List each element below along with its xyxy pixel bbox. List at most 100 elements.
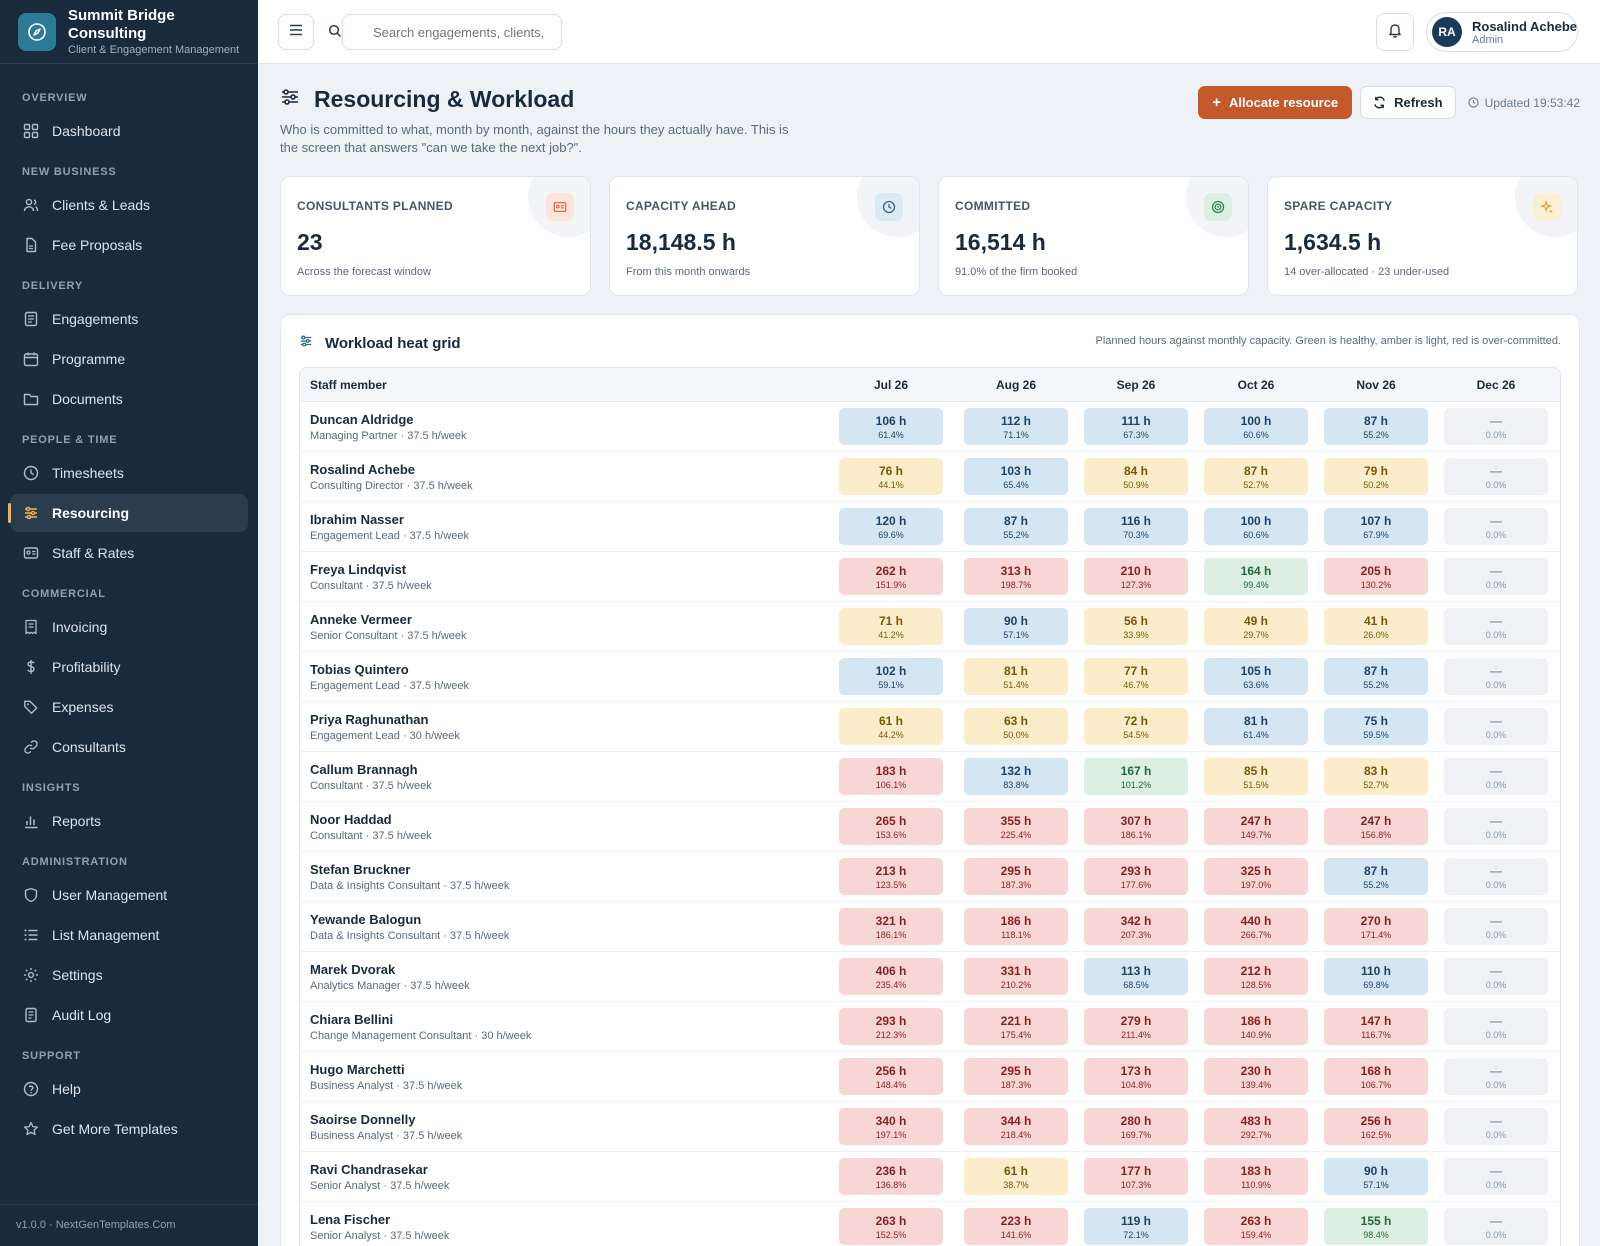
workload-cell[interactable]: 167 h 101.2% (1084, 758, 1188, 795)
sidebar-item-settings[interactable]: Settings (10, 956, 248, 994)
workload-cell[interactable]: 483 h 292.7% (1204, 1108, 1308, 1145)
workload-cell[interactable]: 87 h 55.2% (1324, 858, 1428, 895)
workload-cell[interactable]: 102 h 59.1% (839, 658, 943, 695)
table-row[interactable]: Rosalind Achebe Consulting Director · 37.… (300, 452, 1560, 502)
workload-cell[interactable]: 112 h 71.1% (964, 408, 1068, 445)
table-row[interactable]: Chiara Bellini Change Management Consulta… (300, 1002, 1560, 1052)
workload-cell[interactable]: 120 h 69.6% (839, 508, 943, 545)
workload-cell[interactable]: 90 h 57.1% (964, 608, 1068, 645)
workload-cell[interactable]: 221 h 175.4% (964, 1008, 1068, 1045)
workload-cell[interactable]: 71 h 41.2% (839, 608, 943, 645)
sidebar-item-engagements[interactable]: Engagements (10, 300, 248, 338)
table-row[interactable]: Yewande Balogun Data & Insights Consultan… (300, 902, 1560, 952)
table-row[interactable]: Duncan Aldridge Managing Partner · 37.5 h… (300, 402, 1560, 452)
workload-cell[interactable]: 61 h 38.7% (964, 1158, 1068, 1195)
workload-cell[interactable]: 173 h 104.8% (1084, 1058, 1188, 1095)
workload-cell[interactable]: —0.0% (1444, 758, 1548, 795)
workload-cell[interactable]: —0.0% (1444, 708, 1548, 745)
table-row[interactable]: Freya Lindqvist Consultant · 37.5 h/week 2… (300, 552, 1560, 602)
workload-cell[interactable]: 213 h 123.5% (839, 858, 943, 895)
sidebar-item-staff-rates[interactable]: Staff & Rates (10, 534, 248, 572)
workload-cell[interactable]: 230 h 139.4% (1204, 1058, 1308, 1095)
workload-cell[interactable]: 116 h 70.3% (1084, 508, 1188, 545)
workload-cell[interactable]: 223 h 141.6% (964, 1208, 1068, 1245)
workload-cell[interactable]: 100 h 60.6% (1204, 408, 1308, 445)
workload-cell[interactable]: —0.0% (1444, 1058, 1548, 1095)
table-row[interactable]: Noor Haddad Consultant · 37.5 h/week 265 h… (300, 802, 1560, 852)
workload-cell[interactable]: 84 h 50.9% (1084, 458, 1188, 495)
workload-cell[interactable]: 247 h 149.7% (1204, 808, 1308, 845)
workload-cell[interactable]: —0.0% (1444, 858, 1548, 895)
sidebar-item-user-management[interactable]: User Management (10, 876, 248, 914)
workload-cell[interactable]: —0.0% (1444, 508, 1548, 545)
workload-cell[interactable]: 90 h 57.1% (1324, 1158, 1428, 1195)
workload-cell[interactable]: 155 h 98.4% (1324, 1208, 1428, 1245)
workload-cell[interactable]: —0.0% (1444, 808, 1548, 845)
workload-cell[interactable]: 183 h 106.1% (839, 758, 943, 795)
workload-cell[interactable]: 87 h 55.2% (1324, 658, 1428, 695)
table-row[interactable]: Tobias Quintero Engagement Lead · 37.5 h/… (300, 652, 1560, 702)
workload-cell[interactable]: 103 h 65.4% (964, 458, 1068, 495)
workload-cell[interactable]: 56 h 33.9% (1084, 608, 1188, 645)
workload-cell[interactable]: 111 h 67.3% (1084, 408, 1188, 445)
workload-cell[interactable]: 331 h 210.2% (964, 958, 1068, 995)
workload-cell[interactable]: 406 h 235.4% (839, 958, 943, 995)
table-row[interactable]: Marek Dvorak Analytics Manager · 37.5 h/w… (300, 952, 1560, 1002)
workload-cell[interactable]: 177 h 107.3% (1084, 1158, 1188, 1195)
workload-cell[interactable]: —0.0% (1444, 408, 1548, 445)
workload-cell[interactable]: 49 h 29.7% (1204, 608, 1308, 645)
workload-cell[interactable]: 75 h 59.5% (1324, 708, 1428, 745)
table-row[interactable]: Ibrahim Nasser Engagement Lead · 37.5 h/w… (300, 502, 1560, 552)
workload-cell[interactable]: 262 h 151.9% (839, 558, 943, 595)
workload-cell[interactable]: 119 h 72.1% (1084, 1208, 1188, 1245)
workload-cell[interactable]: 79 h 50.2% (1324, 458, 1428, 495)
search-input[interactable] (343, 15, 543, 49)
brand[interactable]: Summit Bridge Consulting Client & Engage… (0, 0, 258, 64)
workload-cell[interactable]: —0.0% (1444, 958, 1548, 995)
sidebar-item-reports[interactable]: Reports (10, 802, 248, 840)
sidebar-item-dashboard[interactable]: Dashboard (10, 112, 248, 150)
workload-cell[interactable]: 76 h 44.1% (839, 458, 943, 495)
workload-cell[interactable]: —0.0% (1444, 1108, 1548, 1145)
table-row[interactable]: Hugo Marchetti Business Analyst · 37.5 h/… (300, 1052, 1560, 1102)
sidebar-item-documents[interactable]: Documents (10, 380, 248, 418)
workload-cell[interactable]: 440 h 266.7% (1204, 908, 1308, 945)
sidebar-item-help[interactable]: Help (10, 1070, 248, 1108)
workload-cell[interactable]: 81 h 61.4% (1204, 708, 1308, 745)
workload-cell[interactable]: 186 h 140.9% (1204, 1008, 1308, 1045)
workload-cell[interactable]: 325 h 197.0% (1204, 858, 1308, 895)
workload-cell[interactable]: 132 h 83.8% (964, 758, 1068, 795)
sidebar-item-fee-proposals[interactable]: Fee Proposals (10, 226, 248, 264)
workload-cell[interactable]: —0.0% (1444, 1158, 1548, 1195)
workload-cell[interactable]: 210 h 127.3% (1084, 558, 1188, 595)
workload-cell[interactable]: 256 h 148.4% (839, 1058, 943, 1095)
menu-toggle-button[interactable] (278, 14, 314, 50)
workload-cell[interactable]: 106 h 61.4% (839, 408, 943, 445)
user-menu[interactable]: RA Rosalind Achebe Admin (1426, 12, 1578, 52)
workload-cell[interactable]: 263 h 159.4% (1204, 1208, 1308, 1245)
workload-cell[interactable]: 212 h 128.5% (1204, 958, 1308, 995)
table-row[interactable]: Saoirse Donnelly Business Analyst · 37.5 … (300, 1102, 1560, 1152)
workload-cell[interactable]: 77 h 46.7% (1084, 658, 1188, 695)
allocate-resource-button[interactable]: + Allocate resource (1198, 86, 1353, 119)
table-row[interactable]: Priya Raghunathan Engagement Lead · 30 h/… (300, 702, 1560, 752)
workload-cell[interactable]: 63 h 50.0% (964, 708, 1068, 745)
sidebar-item-more-templates[interactable]: Get More Templates (10, 1110, 248, 1148)
workload-cell[interactable]: 87 h 55.2% (1324, 408, 1428, 445)
workload-cell[interactable]: 147 h 116.7% (1324, 1008, 1428, 1045)
sidebar-item-profitability[interactable]: Profitability (10, 648, 248, 686)
sidebar-item-expenses[interactable]: Expenses (10, 688, 248, 726)
workload-cell[interactable]: 295 h 187.3% (964, 858, 1068, 895)
workload-cell[interactable]: —0.0% (1444, 1208, 1548, 1245)
workload-cell[interactable]: —0.0% (1444, 658, 1548, 695)
workload-cell[interactable]: 295 h 187.3% (964, 1058, 1068, 1095)
workload-cell[interactable]: 279 h 211.4% (1084, 1008, 1188, 1045)
refresh-button[interactable]: Refresh (1360, 86, 1456, 119)
workload-cell[interactable]: —0.0% (1444, 1008, 1548, 1045)
workload-cell[interactable]: —0.0% (1444, 608, 1548, 645)
notifications-button[interactable] (1376, 13, 1414, 51)
workload-cell[interactable]: 342 h 207.3% (1084, 908, 1188, 945)
sidebar-item-list-management[interactable]: List Management (10, 916, 248, 954)
workload-cell[interactable]: 293 h 177.6% (1084, 858, 1188, 895)
workload-cell[interactable]: 83 h 52.7% (1324, 758, 1428, 795)
